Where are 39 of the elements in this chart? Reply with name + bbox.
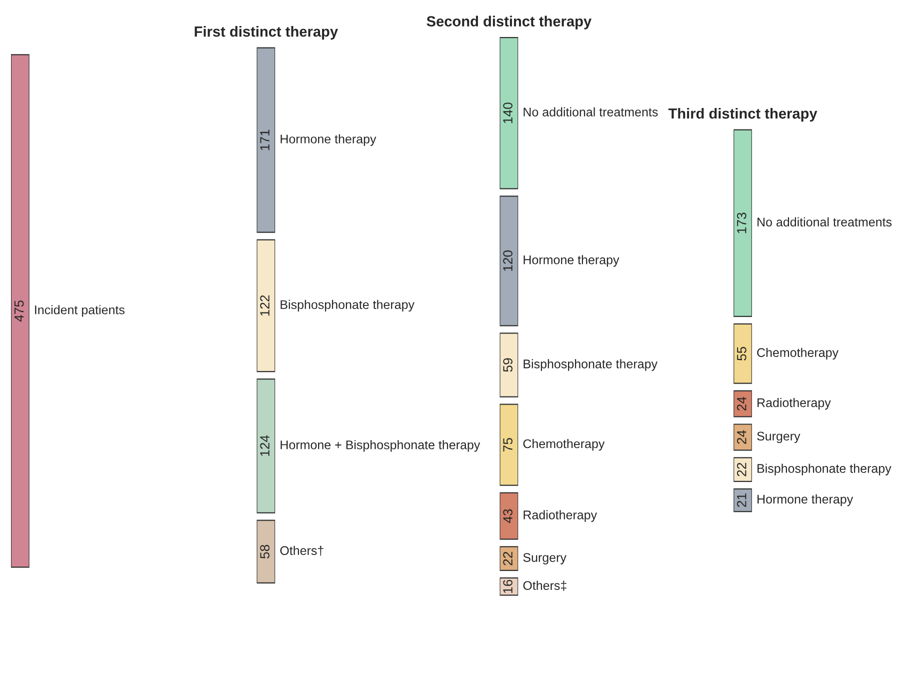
data-label: 21	[736, 494, 746, 507]
data-label: 124	[260, 435, 270, 456]
category-label: Radiotherapy	[758, 398, 831, 410]
data-label: 24	[736, 430, 746, 444]
category-label: Hormone therapy	[280, 134, 376, 146]
data-label: 140	[503, 102, 512, 124]
data-label: 120	[503, 250, 512, 271]
category-label: Hormone therapy	[524, 255, 620, 267]
data-label: 24	[736, 396, 746, 410]
category-label: Others‡	[523, 580, 566, 591]
category-label: No additional treatments	[524, 107, 658, 116]
data-label: 75	[503, 438, 512, 452]
data-label: 55	[737, 346, 746, 360]
data-label: 475	[14, 300, 24, 322]
category-label: Radiotherapy	[524, 510, 598, 522]
category-label: Incident patients	[35, 305, 125, 317]
category-label: No additional treatments	[758, 217, 892, 226]
data-label: 43	[503, 509, 512, 524]
category-label: Hormone therapy	[758, 494, 854, 506]
text: Third distinct therapy	[668, 108, 818, 122]
category-label: Chemotherapy	[523, 438, 605, 451]
category-label: Bisphosphonate therapy	[524, 359, 658, 371]
text: First distinct therapy	[194, 26, 338, 40]
category-label: Surgery	[757, 432, 800, 444]
text: Second distinct therapy	[426, 16, 592, 30]
category-label: Others†	[280, 546, 324, 556]
data-label: 58	[260, 544, 270, 558]
data-label: 59	[503, 358, 512, 372]
data-label: 173	[736, 212, 746, 234]
data-label: 16	[503, 580, 512, 593]
category-label: Hormone + Bisphosphonate therapy	[280, 440, 480, 452]
data-label: 171	[260, 130, 270, 150]
category-label: Chemotherapy	[757, 348, 838, 360]
category-label: Surgery	[523, 553, 566, 564]
data-label: 22	[736, 462, 746, 476]
category-label: Bisphosphonate therapy	[280, 300, 414, 312]
category-label: Bisphosphonate therapy	[758, 464, 892, 476]
data-label: 22	[503, 552, 512, 566]
data-label: 122	[260, 295, 270, 316]
